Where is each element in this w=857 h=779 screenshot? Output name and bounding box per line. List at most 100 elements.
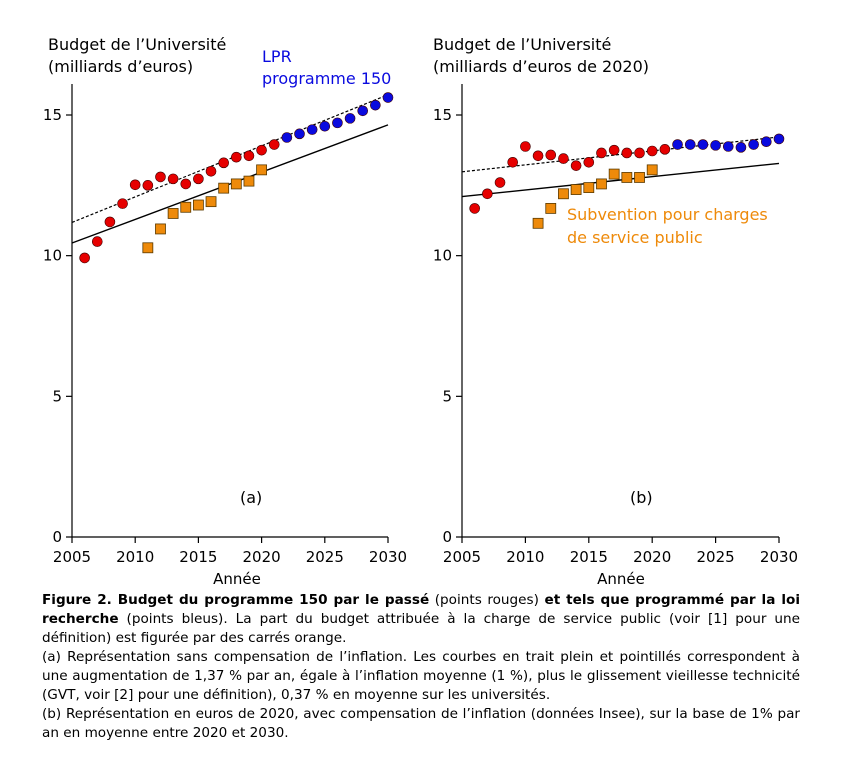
chart-b-y-tick-label: 10: [433, 247, 452, 265]
chart-panel-b: Budget de l’Université (milliards d’euro…: [433, 35, 798, 588]
chart-a-red-point: [193, 173, 204, 185]
chart-a-blue-point: [382, 92, 394, 103]
chart-a-red-point: [180, 178, 192, 190]
chart-a-red-point: [142, 180, 154, 191]
chart-b-orange-square-point: [634, 172, 645, 183]
chart-b-red-point: [583, 156, 595, 168]
chart-a-red-point: [231, 151, 242, 163]
chart-a-y-tick-label: 5: [52, 387, 62, 405]
chart-b-red-point: [570, 160, 582, 171]
chart-panel-a: Budget de l’Université (milliards d’euro…: [43, 35, 407, 588]
chart-a-red-point: [155, 171, 166, 183]
chart-a-panel-label: (a): [240, 488, 262, 507]
chart-a-red-point: [79, 252, 90, 264]
chart-b-blue-point: [773, 133, 785, 145]
chart-b-red-point: [520, 141, 531, 152]
chart-a-red-point: [167, 173, 179, 185]
chart-b-x-tick-label: 2030: [760, 548, 798, 566]
chart-b-x-tick-label: 2025: [697, 548, 735, 566]
chart-a-orange-square-point: [167, 208, 179, 219]
chart-b-blue-point: [735, 142, 747, 153]
chart-b-orange-square-point: [646, 164, 658, 176]
charts-figure: Budget de l’Université (milliards d’euro…: [43, 35, 798, 588]
chart-a-x-tick-label: 2030: [369, 548, 407, 566]
chart-b-x-tick-label: 2010: [506, 548, 544, 566]
chart-b-red-point: [507, 156, 519, 168]
chart-b-title-line-2: (milliards d’euros de 2020): [433, 57, 649, 76]
caption-paragraph-2: (a) Représentation sans compensation de …: [42, 649, 800, 703]
chart-a-orange-square-point: [155, 223, 166, 235]
chart-a-blue-point: [319, 120, 331, 132]
chart-b-orange-square-point: [532, 217, 544, 229]
chart-b-orange-square-point: [545, 203, 557, 214]
chart-b-x-tick-label: 2020: [633, 548, 671, 566]
chart-a-blue-point: [294, 128, 305, 140]
chart-a-orange-square-point: [205, 196, 217, 208]
chart-a-x-tick-label: 2025: [306, 548, 344, 566]
chart-b-red-point: [659, 144, 671, 155]
chart-b-dotted-trend-line: [461, 136, 780, 173]
chart-b-y-tick-label: 0: [442, 528, 452, 546]
chart-a-x-tick-label: 2015: [179, 548, 217, 566]
chart-b-blue-point: [684, 139, 696, 150]
chart-a-red-point: [268, 139, 280, 150]
chart-a-solid-trend-line: [71, 124, 389, 244]
chart-a-y-tick-label: 0: [52, 528, 62, 546]
chart-a-orange-square-point: [180, 201, 192, 213]
chart-b-orange-square-point: [558, 188, 569, 200]
chart-a-orange-square-point: [218, 182, 230, 194]
chart-b-blue-point: [761, 136, 772, 148]
chart-a-red-point: [243, 150, 255, 162]
chart-b-x-tick-label: 2005: [443, 548, 481, 566]
caption-paragraph-3: (b) Représentation en euros de 2020, ave…: [42, 706, 800, 741]
chart-a-blue-point: [332, 117, 343, 129]
chart-a-red-point: [117, 198, 128, 209]
chart-a-x-tick-label: 2005: [53, 548, 91, 566]
chart-a-x-axis-label: Année: [213, 570, 261, 588]
caption-text-1b: (points bleus). La part du budget attrib…: [42, 611, 800, 646]
chart-b-x-axis-label: Année: [597, 570, 645, 588]
chart-b-red-point: [608, 144, 620, 156]
chart-b-y-tick-label: 15: [433, 106, 452, 124]
chart-b-y-tick-label: 5: [442, 387, 452, 405]
chart-a-blue-point: [281, 132, 293, 143]
chart-a-red-point: [256, 144, 267, 156]
chart-b-panel-label: (b): [630, 488, 653, 507]
chart-a-red-point: [205, 165, 217, 177]
chart-a-title-line-1: Budget de l’Université: [48, 35, 226, 54]
caption-paragraph-1: Figure 2. Budget du programme 150 par le…: [42, 591, 800, 648]
chart-b-red-point: [596, 147, 607, 159]
chart-a-orange-square-point: [142, 242, 154, 254]
caption-bold-1: Figure 2. Budget du programme 150 par le…: [42, 592, 430, 608]
chart-a-blue-point: [370, 99, 381, 111]
chart-a-orange-square-point: [243, 175, 255, 187]
chart-b-annotation-line-2: de service public: [567, 228, 703, 247]
chart-b-red-point: [532, 150, 544, 162]
chart-a-x-tick-label: 2010: [116, 548, 154, 566]
chart-b-orange-square-point: [570, 184, 582, 195]
chart-a-blue-point: [357, 105, 369, 117]
chart-a-annotation-line-1: LPR: [262, 47, 292, 66]
chart-a-blue-point: [344, 113, 356, 124]
chart-a-title-line-2: (milliards d’euros): [48, 57, 193, 76]
chart-a-annotation-line-2: programme 150: [262, 69, 391, 88]
chart-b-annotation-line-1: Subvention pour charges: [567, 205, 768, 224]
chart-b-blue-point: [710, 140, 721, 151]
chart-b-red-point: [494, 177, 506, 188]
figure-caption: Figure 2. Budget du programme 150 par le…: [42, 591, 800, 743]
chart-b-x-tick-label: 2015: [570, 548, 608, 566]
chart-b-solid-trend-line: [461, 162, 780, 198]
chart-b-orange-square-point: [621, 172, 633, 183]
chart-a-red-point: [129, 179, 141, 191]
chart-a-y-tick-label: 10: [43, 247, 62, 265]
chart-b-red-point: [545, 149, 557, 161]
chart-a-red-point: [104, 216, 116, 228]
chart-b-orange-square-point: [596, 178, 607, 190]
chart-b-blue-point: [697, 139, 709, 150]
chart-b-red-point: [646, 145, 658, 157]
chart-b-red-point: [621, 147, 633, 159]
chart-b-red-point: [558, 153, 569, 164]
chart-b-blue-point: [722, 141, 734, 152]
chart-a-x-tick-label: 2020: [243, 548, 281, 566]
chart-a-red-point: [218, 157, 229, 169]
